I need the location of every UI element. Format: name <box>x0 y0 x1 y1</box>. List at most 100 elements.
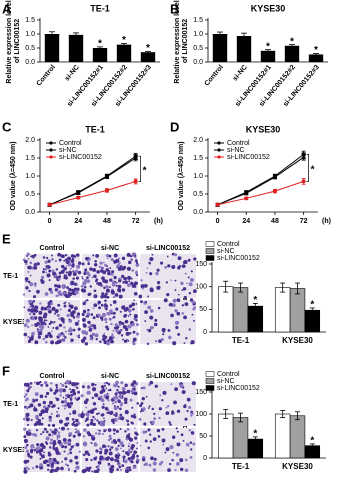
y-tick-label: 0.5 <box>25 45 35 52</box>
cell <box>92 324 97 328</box>
cell <box>165 281 168 284</box>
y-axis-label-line: Relative expression level <box>6 0 13 84</box>
cell <box>58 388 63 393</box>
cell <box>107 462 111 466</box>
cell <box>40 422 44 426</box>
cell <box>122 280 125 284</box>
cell <box>105 387 108 390</box>
marker <box>104 188 109 193</box>
cell <box>49 446 52 449</box>
cell <box>84 270 86 273</box>
cell <box>142 430 146 434</box>
cell <box>65 260 70 265</box>
cell <box>185 336 188 340</box>
cell <box>130 421 133 424</box>
micrograph <box>22 252 82 299</box>
cell <box>28 387 31 390</box>
cell <box>42 400 47 405</box>
cell <box>50 340 55 345</box>
cell <box>59 308 62 311</box>
cell <box>130 451 133 453</box>
cell <box>93 303 98 308</box>
cell <box>25 466 29 469</box>
bar <box>274 413 291 459</box>
cell <box>50 412 53 416</box>
cell <box>116 456 120 460</box>
cell <box>110 304 112 306</box>
cell <box>117 444 120 448</box>
micrograph <box>139 298 197 346</box>
cell <box>151 407 154 411</box>
cell <box>31 254 35 258</box>
cell <box>93 274 97 278</box>
cell <box>53 312 56 315</box>
cell <box>49 428 52 432</box>
cell <box>104 292 108 296</box>
cell <box>95 444 98 447</box>
y-tick-label: 1.0 <box>193 31 203 38</box>
cell <box>110 410 114 414</box>
cell <box>111 270 115 274</box>
cell <box>158 339 162 343</box>
cell <box>129 313 132 316</box>
legend-marker <box>49 148 53 152</box>
line <box>217 154 304 206</box>
cell <box>66 286 69 289</box>
cell <box>45 410 49 414</box>
cell <box>116 452 120 456</box>
cell <box>132 342 136 346</box>
y-tick-label: 50 <box>199 433 207 440</box>
bar <box>247 305 264 333</box>
cell <box>49 334 53 339</box>
cell <box>93 289 97 293</box>
significance-mark: * <box>310 436 314 447</box>
x-tick-label: 24 <box>242 218 250 225</box>
cell <box>77 327 81 331</box>
cell <box>83 285 87 289</box>
cell <box>86 467 90 471</box>
cell <box>29 432 32 435</box>
cell <box>59 391 62 394</box>
cell <box>42 430 45 434</box>
cell <box>112 311 116 315</box>
cell <box>141 397 145 401</box>
cell <box>126 453 130 456</box>
significance-mark: * <box>266 41 270 52</box>
cell <box>73 288 76 292</box>
cell <box>116 468 119 471</box>
cell <box>44 334 49 339</box>
cell <box>47 326 50 328</box>
cell <box>41 275 45 279</box>
cell <box>78 450 81 453</box>
cell <box>144 310 148 315</box>
cell <box>102 403 105 406</box>
cell <box>83 271 87 276</box>
cell <box>113 253 118 258</box>
micrograph <box>80 298 140 346</box>
y-axis-label-line: Relative expression level <box>174 0 181 84</box>
cell <box>58 271 62 275</box>
cell <box>66 394 71 399</box>
cell <box>111 334 114 337</box>
cell <box>120 328 123 331</box>
cell <box>68 302 71 305</box>
y-tick-label: 1.5 <box>25 155 35 162</box>
micrograph <box>22 380 82 428</box>
cell <box>134 315 138 319</box>
panel-letter: D <box>170 119 179 134</box>
cell <box>176 410 179 413</box>
cell <box>107 271 111 276</box>
cell <box>144 300 148 303</box>
cell <box>77 390 81 394</box>
cell <box>91 337 94 339</box>
cell <box>43 427 47 431</box>
legend-marker <box>49 155 53 159</box>
cell <box>69 332 73 336</box>
cell <box>22 417 26 421</box>
cell <box>110 339 114 344</box>
cell <box>65 271 68 274</box>
cell <box>62 396 65 399</box>
cell <box>124 327 129 332</box>
cell <box>33 407 38 412</box>
cell <box>63 399 68 404</box>
